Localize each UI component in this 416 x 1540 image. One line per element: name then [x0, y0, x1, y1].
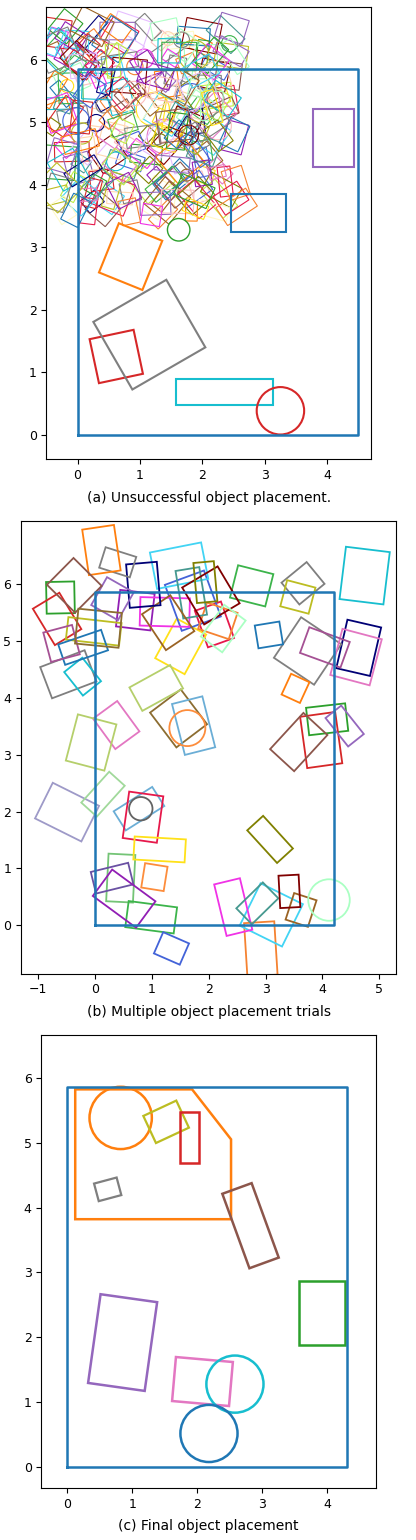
X-axis label: (c) Final object placement: (c) Final object placement: [119, 1518, 299, 1532]
X-axis label: (a) Unsuccessful object placement.: (a) Unsuccessful object placement.: [87, 491, 331, 505]
X-axis label: (b) Multiple object placement trials: (b) Multiple object placement trials: [87, 1004, 331, 1019]
